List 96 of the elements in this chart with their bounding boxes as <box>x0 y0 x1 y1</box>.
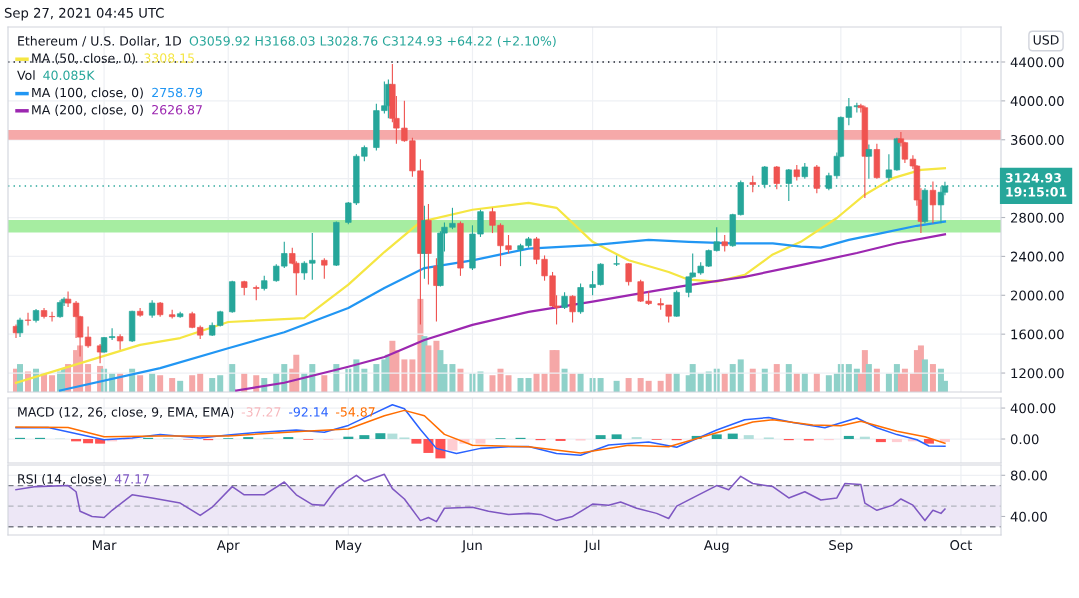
line-series <box>58 220 947 392</box>
bar <box>697 373 704 392</box>
bar <box>425 345 432 392</box>
candlestick <box>865 144 873 180</box>
bar <box>137 375 144 392</box>
candlestick <box>116 333 124 351</box>
y-tick-label: 4000.00 <box>1010 96 1064 107</box>
text: Ethereum / U.S. Dollar, 1D <box>18 35 182 47</box>
bar <box>541 373 548 392</box>
bar <box>525 378 532 392</box>
candlestick <box>929 180 937 224</box>
annotation: 2758.79 <box>152 87 203 98</box>
bar <box>217 375 224 392</box>
bar <box>533 373 540 392</box>
x-tick-label: Mar <box>92 540 117 551</box>
text: RSI (14, close) <box>18 473 107 486</box>
bar <box>577 373 584 392</box>
annotation: -37.27 <box>241 407 281 417</box>
bar <box>401 359 408 392</box>
x-tick-label: Jun <box>461 540 482 553</box>
bar <box>157 375 164 392</box>
x-tick-label: May <box>336 540 362 553</box>
y-tick-label: 4400.00 <box>1010 57 1064 68</box>
bar <box>189 375 196 392</box>
line-series <box>15 473 946 523</box>
x-tick-label: Oct <box>950 540 973 551</box>
candlestick <box>937 185 945 224</box>
text: O3059.92 H3168.03 L3028.76 C3124.93 +64.22 (+2.10%) <box>189 35 556 48</box>
bar <box>569 373 576 392</box>
text: USD <box>1033 35 1059 45</box>
text: Sep 27, 2021 04:45 UTC <box>4 7 164 21</box>
annotation: 47.17 <box>114 474 149 484</box>
y-tick-label: 1600.00 <box>1011 329 1064 340</box>
bar <box>613 380 620 392</box>
annotation: -92.14 <box>288 407 328 417</box>
bar <box>645 380 652 392</box>
y-tick-label: 2800.00 <box>1010 212 1064 223</box>
bar <box>177 380 184 392</box>
legend-label: MA (50, close, 0) <box>32 53 135 65</box>
y-tick-label: 80.00 <box>1010 470 1047 481</box>
bar <box>169 378 176 392</box>
candlestick <box>673 289 680 318</box>
candlestick <box>773 165 780 190</box>
annotation: 2626.87 <box>152 104 202 115</box>
bar <box>321 375 328 392</box>
bar <box>49 375 56 392</box>
candlestick <box>625 262 632 287</box>
y-tick-label: 3600.00 <box>1011 134 1064 145</box>
bar <box>721 373 728 392</box>
candlestick <box>321 257 328 280</box>
x-tick-label: Apr <box>216 540 240 553</box>
y-tick-label: 1200.00 <box>1011 368 1064 379</box>
bar <box>673 373 680 392</box>
bar <box>505 375 512 392</box>
bar <box>489 375 496 392</box>
bar <box>637 378 644 392</box>
annotation: 3308.15 <box>144 53 194 63</box>
candlestick <box>761 165 768 189</box>
y-tick-label: 0.00 <box>1010 434 1039 445</box>
x-tick-label: Sep <box>829 540 853 553</box>
bar <box>801 373 808 392</box>
x-tick-label: Jul <box>583 539 600 553</box>
bar <box>149 373 156 392</box>
bar <box>885 373 892 392</box>
candlestick <box>24 312 32 326</box>
bar <box>737 359 744 392</box>
text: MACD (12, 26, close, 9, EMA, EMA) <box>18 406 234 419</box>
bar <box>813 373 820 392</box>
bar <box>597 378 604 392</box>
bar <box>921 359 928 392</box>
bar <box>625 378 632 392</box>
chart-subtitle: 40.085K <box>43 70 95 81</box>
bar <box>793 373 800 392</box>
line-series <box>15 409 946 454</box>
candlestick <box>48 311 56 323</box>
bar <box>409 359 416 392</box>
y-tick-label: 400.00 <box>1010 403 1056 414</box>
ref-line-label: 3124.93 19:15:01 <box>1005 173 1067 197</box>
y-tick-label: 2000.00 <box>1010 290 1064 301</box>
x-tick-label: Aug <box>703 540 729 553</box>
bar <box>665 373 672 392</box>
annotation: -54.87 <box>335 407 375 417</box>
candlestick <box>569 294 576 324</box>
bar <box>197 373 204 392</box>
y-tick-label: 40.00 <box>1010 511 1047 522</box>
bar <box>825 375 832 392</box>
y-tick-label: 2400.00 <box>1010 251 1064 262</box>
candlestick <box>813 164 820 194</box>
bar <box>209 378 216 392</box>
candlestick <box>16 317 24 338</box>
legend-label: MA (200, close, 0) <box>32 104 143 116</box>
bar <box>517 378 524 392</box>
chart-title: Vol <box>17 70 35 81</box>
bar <box>553 350 560 392</box>
bar <box>657 380 664 392</box>
legend-label: MA (100, close, 0) <box>32 87 143 99</box>
